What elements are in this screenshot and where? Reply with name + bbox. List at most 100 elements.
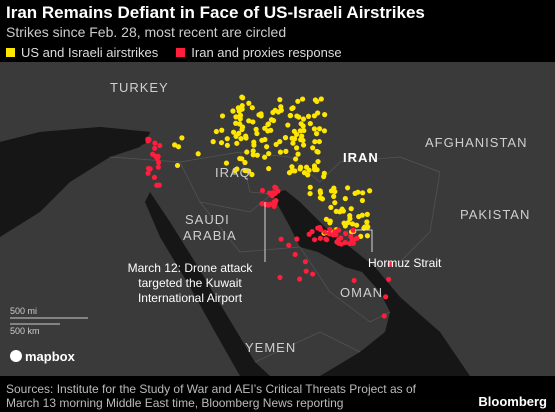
strike-dot — [294, 113, 300, 119]
strike-dot — [297, 128, 303, 134]
strike-dot — [317, 190, 324, 196]
strike-dot — [312, 167, 318, 173]
strike-dot — [254, 152, 260, 158]
strike-dot — [359, 197, 366, 204]
strike-dot — [310, 145, 316, 151]
strike-dot — [259, 187, 266, 194]
strike-dot — [287, 112, 294, 119]
strike-dot — [356, 213, 362, 220]
legend-swatch — [6, 48, 15, 57]
strike-dot — [273, 141, 279, 148]
annotation: targeted the Kuwait — [138, 276, 242, 290]
strike-dot — [250, 152, 256, 158]
strike-dot — [286, 242, 292, 248]
strike-dot — [350, 227, 356, 233]
strike-dot — [295, 151, 301, 157]
strike-dot — [361, 225, 367, 231]
strike-dot — [152, 140, 158, 146]
strike-dot — [351, 277, 357, 284]
strike-dot — [321, 128, 328, 134]
strike-dot — [277, 97, 283, 103]
country-label: YEMEN — [245, 340, 296, 355]
legend-label: US and Israeli airstrikes — [21, 45, 159, 60]
country-label: IRAN — [343, 150, 379, 165]
strike-dot — [352, 190, 358, 197]
strike-dot — [312, 97, 318, 103]
source: March 13 morning Middle East time, Bloom… — [6, 396, 344, 410]
strike-dot — [326, 231, 333, 237]
strike-dot — [311, 237, 318, 243]
strike-dot — [302, 259, 308, 265]
strike-dot — [282, 134, 289, 141]
strike-dot — [236, 113, 242, 120]
strike-dot — [234, 166, 240, 172]
strike-dot — [293, 156, 299, 162]
strike-dot — [267, 201, 273, 207]
strike-dot — [306, 167, 312, 173]
country-label: ARABIA — [183, 228, 237, 243]
country-label: SAUDI — [185, 212, 230, 227]
strike-dot — [291, 128, 297, 134]
strike-dot — [316, 138, 322, 145]
strike-dot — [253, 126, 259, 132]
strike-dot — [259, 137, 265, 143]
legend-swatch — [176, 48, 186, 57]
strike-dot — [175, 144, 182, 150]
strike-dot — [151, 174, 158, 181]
mapbox-logo — [10, 350, 22, 362]
strike-dot — [336, 237, 342, 243]
strike-dot — [324, 237, 330, 243]
strike-dot — [250, 148, 256, 154]
strike-dot — [270, 190, 276, 196]
strike-dot — [322, 112, 328, 118]
strike-dot — [327, 226, 333, 233]
strike-dot — [364, 233, 371, 239]
strike-dot — [305, 113, 312, 119]
strike-dot — [278, 236, 284, 242]
strike-dot — [348, 233, 354, 239]
subtitle: Strikes since Feb. 28, most recent are c… — [6, 24, 287, 40]
strike-dot — [230, 108, 236, 114]
strike-dot — [244, 149, 250, 155]
strike-dot — [354, 222, 360, 228]
strike-dot — [294, 145, 300, 151]
strike-dot — [292, 136, 298, 142]
strike-dot — [265, 121, 271, 128]
strike-dot — [179, 135, 185, 141]
strike-dot — [264, 144, 270, 150]
strike-dot — [331, 193, 337, 199]
strike-dot — [237, 121, 243, 127]
strike-dot — [342, 195, 348, 202]
strike-dot — [323, 216, 329, 222]
strike-dot — [259, 201, 265, 207]
scale-label: 500 km — [10, 326, 40, 336]
strike-dot — [239, 156, 245, 162]
land — [0, 62, 555, 376]
strike-dot — [268, 127, 274, 133]
strike-dot — [155, 164, 161, 170]
strike-dot — [290, 140, 296, 146]
strike-dot — [335, 227, 342, 233]
strike-dot — [262, 154, 268, 160]
strike-dot — [315, 225, 321, 231]
strike-dot — [249, 171, 255, 178]
annotation: March 12: Drone attack — [128, 261, 254, 275]
strike-dot — [299, 96, 306, 102]
legend-label: Iran and proxies response — [191, 45, 342, 60]
strike-dot — [312, 139, 318, 145]
strike-dot — [360, 190, 366, 196]
strike-dot — [250, 119, 256, 125]
strike-dot — [342, 239, 348, 246]
strike-dot — [272, 184, 278, 190]
strike-dot — [266, 190, 272, 196]
strike-dot — [307, 120, 313, 127]
brand: Bloomberg — [478, 394, 547, 409]
strike-dot — [294, 236, 300, 242]
strike-dot — [311, 163, 318, 169]
strike-dot — [236, 130, 242, 136]
strike-dot — [145, 170, 151, 176]
strike-dot — [381, 313, 387, 319]
strike-dot — [258, 113, 264, 119]
strike-dot — [300, 116, 307, 122]
strike-dot — [277, 149, 284, 155]
